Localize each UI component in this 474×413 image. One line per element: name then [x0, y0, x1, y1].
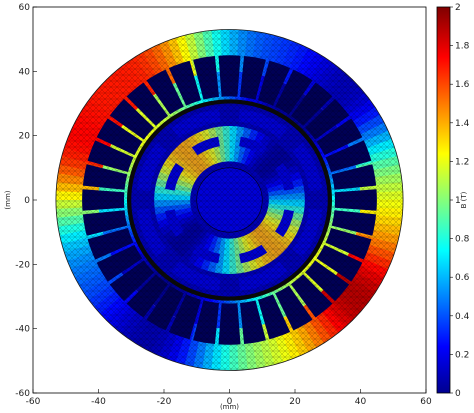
x-axis-label: (mm)	[220, 403, 239, 411]
x-tick-label: 0	[227, 397, 233, 407]
colorbar-tick-label: 1.6	[455, 80, 470, 90]
colorbar-tick-label: 0.6	[455, 273, 470, 283]
colorbar-tick-label: 0.4	[455, 312, 470, 322]
colorbar-tick-label: 1.2	[455, 157, 469, 167]
y-tick-label: 40	[19, 67, 31, 77]
machine-cross-section	[55, 29, 404, 371]
axis-ticks: -60 -40 -20 0 20 40 60 -60 -40 -20 0 20 40 60	[15, 3, 432, 407]
x-tick-label: 40	[355, 397, 367, 407]
colorbar-tick-label: 1	[455, 196, 461, 206]
colorbar-tick-label: 1.4	[455, 119, 470, 129]
y-tick-label: -60	[15, 389, 30, 399]
colorbar-tick-label: 2	[455, 3, 461, 13]
colorbar-tick-label: 0	[455, 389, 461, 399]
fem-mesh-overlay	[55, 29, 404, 371]
y-axis-label: (mm)	[4, 190, 12, 209]
y-tick-label: 60	[19, 3, 31, 13]
y-tick-label: 20	[19, 132, 31, 142]
x-tick-label: -40	[91, 397, 106, 407]
x-tick-label: 20	[289, 397, 301, 407]
y-tick-label: -40	[15, 325, 30, 335]
colorbar-tick-label: 1.8	[455, 42, 470, 52]
colorbar-tick-label: 0.8	[455, 235, 470, 245]
y-tick-label: 0	[24, 196, 30, 206]
stator-outline	[55, 29, 404, 371]
x-tick-label: -20	[157, 397, 172, 407]
colorbar-ticks: 0 0.2 0.4 0.6 0.8 1 1.2 1.4 1.6 1.8 2	[450, 3, 470, 399]
colorbar-label: B (T)	[460, 191, 468, 208]
y-tick-label: -20	[15, 260, 30, 270]
x-tick-label: -60	[26, 397, 41, 407]
x-tick-label: 60	[420, 397, 432, 407]
colorbar-tick-label: 0.2	[455, 350, 469, 360]
colorbar	[436, 6, 451, 394]
